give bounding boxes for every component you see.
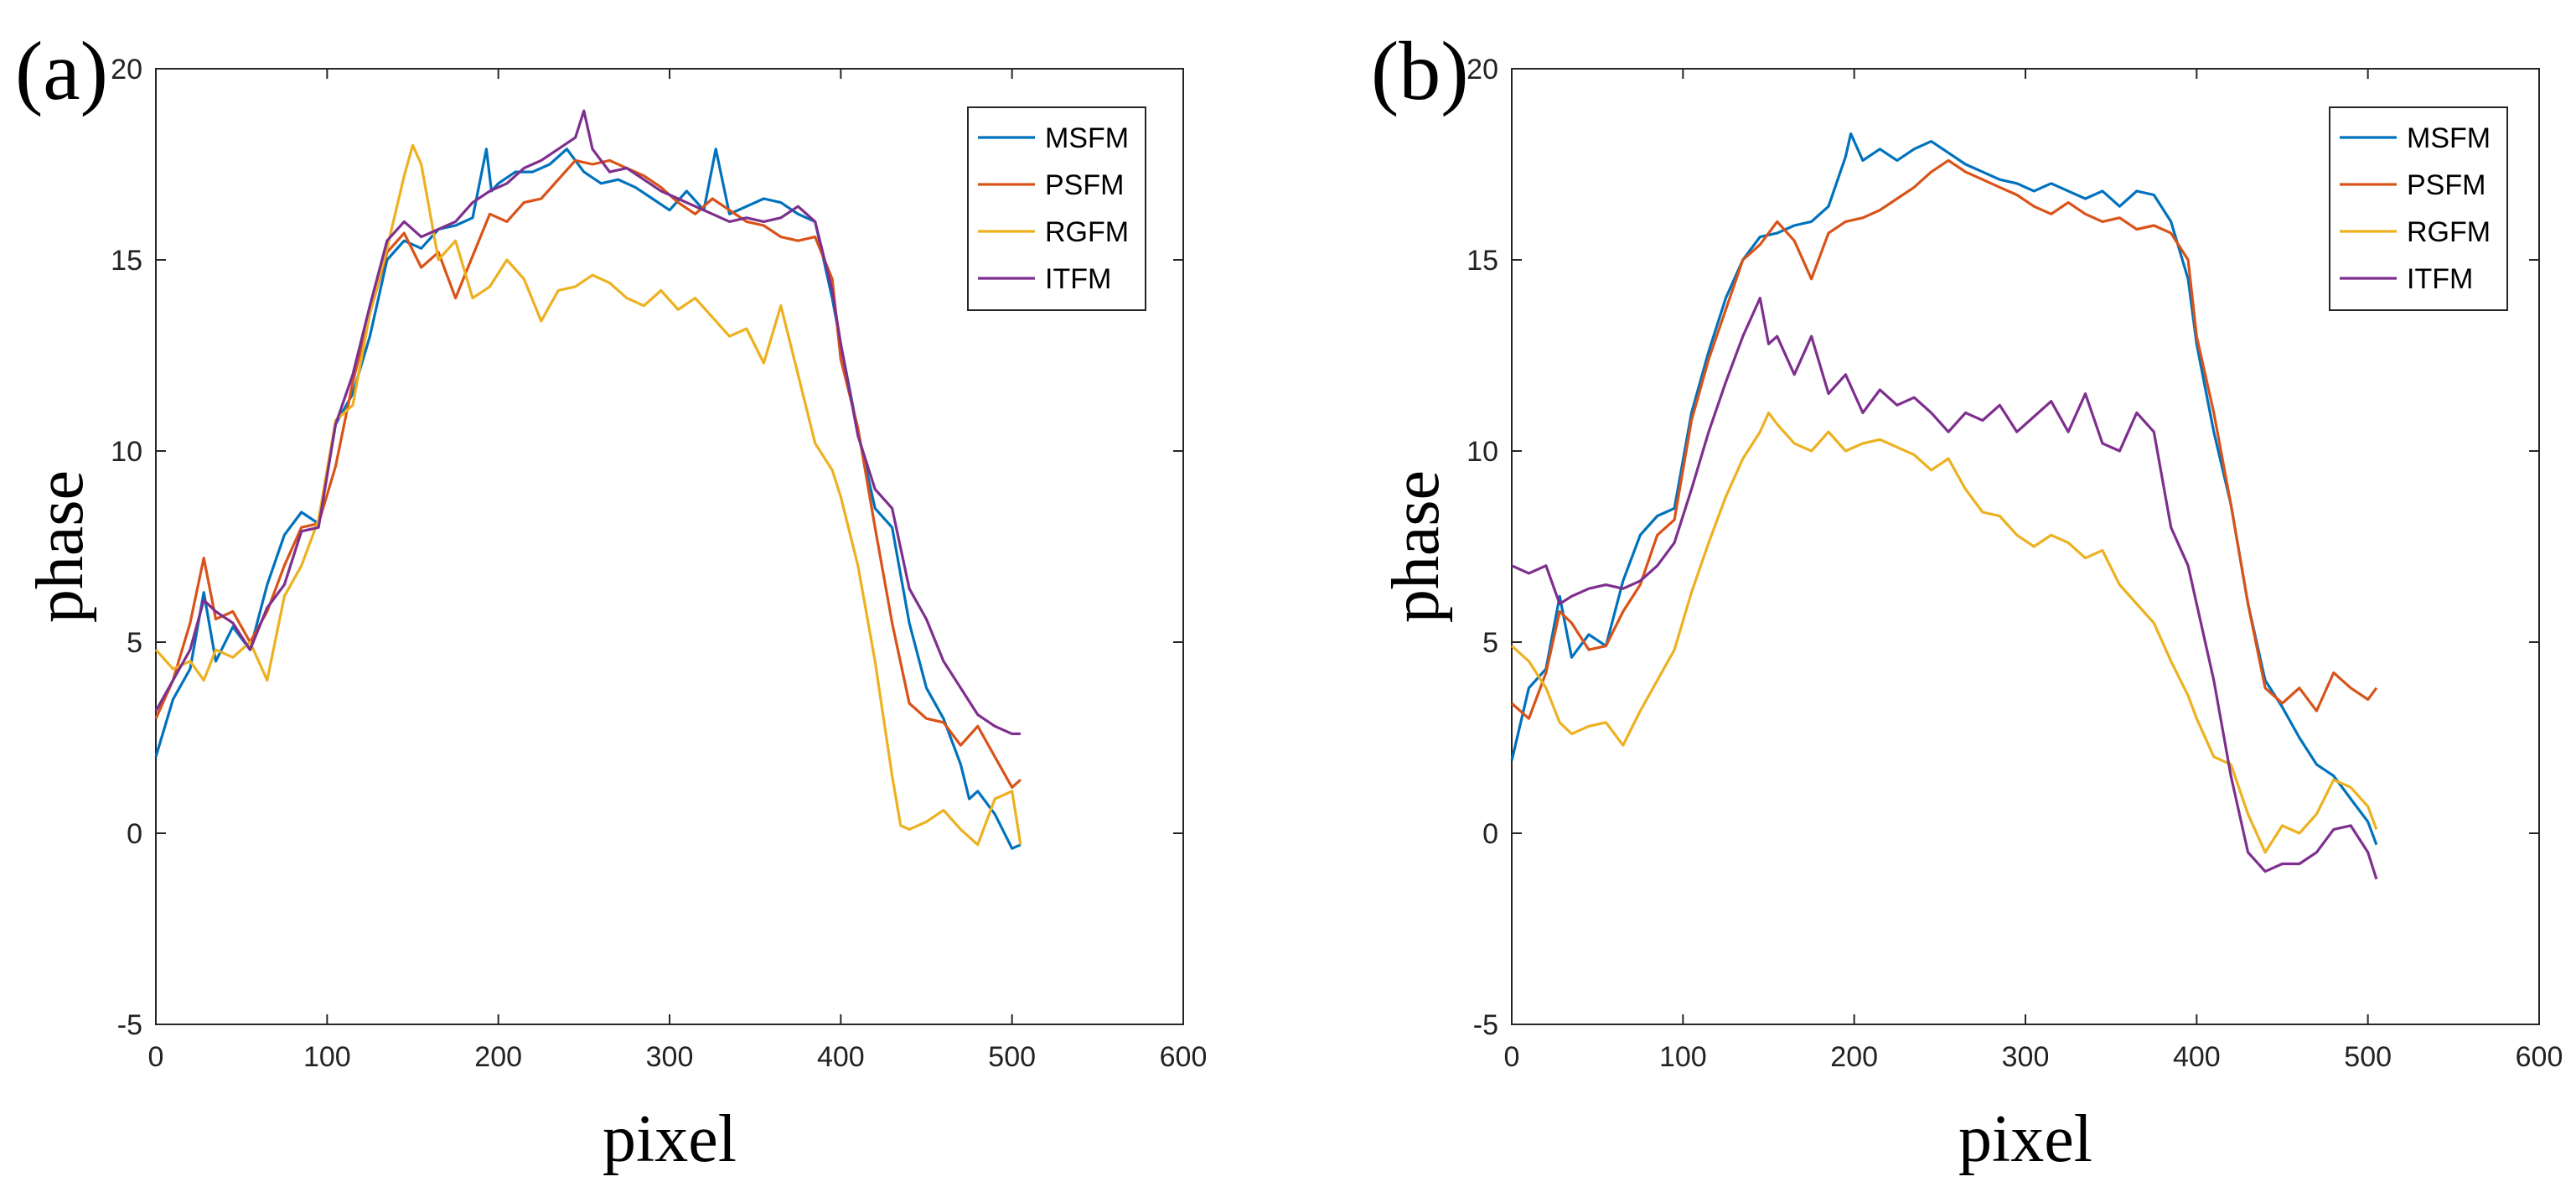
series-line-itfm	[1511, 297, 2378, 880]
legend-box	[967, 106, 1146, 311]
y-tick-label: 20	[1466, 54, 1498, 86]
y-tick-label: 20	[111, 54, 142, 86]
y-tick-label: 15	[1466, 245, 1498, 277]
chart-panel-1: 0 100 200 300 400 500 600-505101520pixelphase(…	[15, 24, 1207, 1176]
series-line-msfm	[154, 148, 1022, 850]
y-tick-label: 10	[111, 436, 142, 468]
x-tick-label: 100	[1659, 1041, 1707, 1073]
legend-box	[2329, 106, 2508, 311]
legend: MSFM PSFM RGFM ITFM	[967, 106, 1146, 311]
y-axis-title: phase	[23, 470, 97, 623]
x-tick-label: 0	[1504, 1041, 1520, 1073]
x-tick-label: 200	[474, 1041, 522, 1073]
y-tick-label: 0	[127, 818, 142, 850]
legend-label-itfm: ITFM	[2407, 263, 2473, 295]
x-tick-label: 400	[817, 1041, 865, 1073]
x-tick-label: 500	[2344, 1041, 2392, 1073]
y-tick-label: 15	[111, 245, 142, 277]
y-tick-label: 5	[127, 627, 142, 659]
legend: MSFM PSFM RGFM ITFM	[2329, 106, 2508, 311]
panel-label: (a)	[15, 24, 108, 117]
series-line-rgfm	[154, 143, 1022, 847]
y-tick-label: -5	[117, 1009, 142, 1041]
x-tick-label: 0	[148, 1041, 164, 1073]
x-tick-label: 500	[988, 1041, 1036, 1073]
x-axis-title: pixel	[603, 1102, 737, 1176]
series-line-psfm	[154, 158, 1022, 789]
panel-label: (b)	[1371, 24, 1469, 117]
series-line-rgfm	[1510, 411, 2378, 854]
y-tick-label: 5	[1482, 627, 1498, 659]
legend-label-rgfm: RGFM	[2407, 216, 2491, 248]
y-axis-title: phase	[1379, 470, 1453, 623]
x-axis-title: pixel	[1958, 1102, 2092, 1176]
y-tick-label: 10	[1466, 436, 1498, 468]
series-line-msfm	[1510, 132, 2378, 846]
x-tick-label: 400	[2173, 1041, 2221, 1073]
x-tick-label: 100	[303, 1041, 351, 1073]
legend-label-msfm: MSFM	[1045, 122, 1129, 154]
x-tick-label: 200	[1830, 1041, 1878, 1073]
y-tick-label: -5	[1473, 1009, 1498, 1041]
y-tick-label: 0	[1482, 818, 1498, 850]
legend-label-psfm: PSFM	[2407, 169, 2485, 201]
legend-label-psfm: PSFM	[1045, 169, 1124, 201]
legend-label-rgfm: RGFM	[1045, 216, 1129, 248]
chart-panel-2: 0 100 200 300 400 500 600-505101520pixelphase(…	[1371, 24, 2563, 1176]
legend-label-itfm: ITFM	[1045, 263, 1111, 295]
x-tick-label: 600	[2516, 1041, 2563, 1073]
x-tick-label: 600	[1160, 1041, 1208, 1073]
series-line-itfm	[154, 109, 1021, 735]
series-line-psfm	[1510, 158, 2378, 720]
x-tick-label: 300	[646, 1041, 694, 1073]
legend-label-msfm: MSFM	[2407, 122, 2491, 154]
x-tick-label: 300	[2002, 1041, 2050, 1073]
